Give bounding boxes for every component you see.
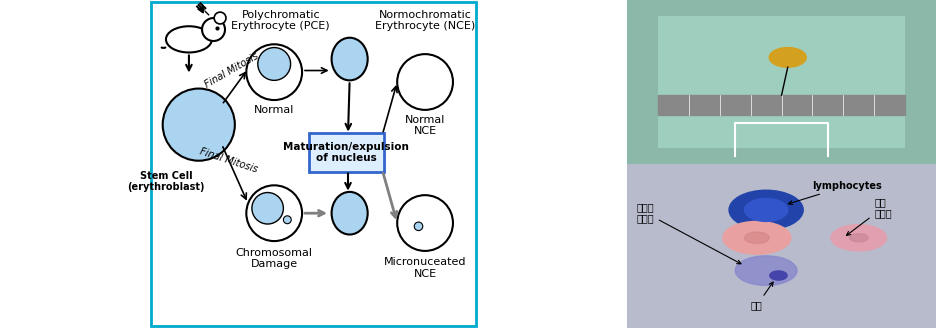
Text: 성숙
적혁구: 성숙 적혁구 — [846, 197, 892, 236]
Ellipse shape — [736, 256, 797, 285]
Circle shape — [397, 54, 453, 110]
Text: lymphocytes: lymphocytes — [788, 181, 883, 205]
Bar — [627, 164, 936, 328]
Text: Micronuceated
NCE: Micronuceated NCE — [384, 257, 466, 279]
FancyBboxPatch shape — [152, 2, 475, 326]
Circle shape — [284, 216, 291, 224]
Ellipse shape — [769, 48, 806, 67]
Text: Final Mitosis: Final Mitosis — [203, 51, 260, 90]
Bar — [658, 95, 905, 115]
Circle shape — [202, 18, 225, 41]
FancyBboxPatch shape — [309, 133, 384, 172]
Circle shape — [397, 195, 453, 251]
Text: Stem Cell
(erythroblast): Stem Cell (erythroblast) — [127, 171, 205, 192]
Bar — [658, 16, 905, 148]
Text: Normochromatic
Erythrocyte (NCE): Normochromatic Erythrocyte (NCE) — [375, 10, 475, 31]
Circle shape — [415, 222, 423, 231]
Ellipse shape — [331, 192, 368, 235]
Text: Final Mitosis: Final Mitosis — [198, 147, 258, 175]
Ellipse shape — [166, 26, 212, 52]
Circle shape — [729, 190, 803, 230]
Text: 미성숙
적혁구: 미성숙 적혁구 — [636, 202, 741, 264]
Circle shape — [744, 198, 788, 221]
Text: Chromosomal
Damage: Chromosomal Damage — [236, 248, 313, 269]
Circle shape — [769, 271, 787, 280]
Ellipse shape — [831, 225, 886, 251]
Text: 소핵: 소핵 — [751, 282, 773, 310]
Text: Normal: Normal — [254, 105, 295, 115]
Circle shape — [214, 12, 226, 24]
Ellipse shape — [744, 232, 769, 243]
Circle shape — [252, 193, 284, 224]
Circle shape — [246, 185, 302, 241]
Ellipse shape — [331, 38, 368, 80]
Bar — [627, 0, 936, 164]
Ellipse shape — [850, 234, 868, 242]
Circle shape — [163, 89, 235, 161]
Circle shape — [257, 48, 290, 80]
Text: Polychromatic
Erythrocyte (PCE): Polychromatic Erythrocyte (PCE) — [231, 10, 330, 31]
Text: Normal
NCE: Normal NCE — [405, 115, 446, 136]
Circle shape — [246, 44, 302, 100]
Ellipse shape — [723, 221, 791, 254]
Text: Maturation/expulsion
of nucleus: Maturation/expulsion of nucleus — [284, 142, 409, 163]
